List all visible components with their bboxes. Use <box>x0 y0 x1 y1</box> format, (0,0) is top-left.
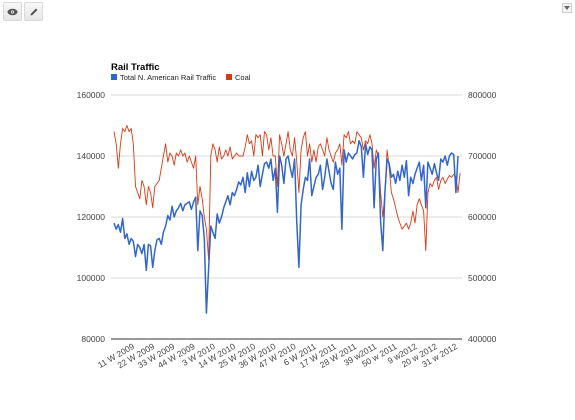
legend-label-total: Total N. American Rail Traffic <box>120 73 216 82</box>
y-right-tick-label: 600000 <box>468 212 497 222</box>
y-axis-left: 80000 100000 120000 140000 160000 <box>77 90 106 344</box>
y-right-tick-label: 500000 <box>468 273 497 283</box>
y-left-tick-label: 120000 <box>77 212 106 222</box>
y-right-tick-label: 800000 <box>468 90 497 100</box>
y-left-tick-label: 80000 <box>81 334 105 344</box>
y-right-tick-label: 400000 <box>468 334 497 344</box>
legend: Total N. American Rail Traffic Coal <box>111 73 251 82</box>
gridlines <box>111 95 462 339</box>
series-line-total <box>114 141 458 313</box>
legend-label-coal: Coal <box>235 73 251 82</box>
y-axis-right: 400000 500000 600000 700000 800000 <box>468 90 497 344</box>
y-left-tick-label: 140000 <box>77 151 106 161</box>
y-left-tick-label: 100000 <box>77 273 106 283</box>
chart-title: Rail Traffic <box>111 62 160 73</box>
series-lines <box>114 126 460 314</box>
y-right-tick-label: 700000 <box>468 151 497 161</box>
legend-swatch-total <box>111 74 117 80</box>
y-left-tick-label: 160000 <box>77 90 106 100</box>
legend-swatch-coal <box>226 74 232 80</box>
